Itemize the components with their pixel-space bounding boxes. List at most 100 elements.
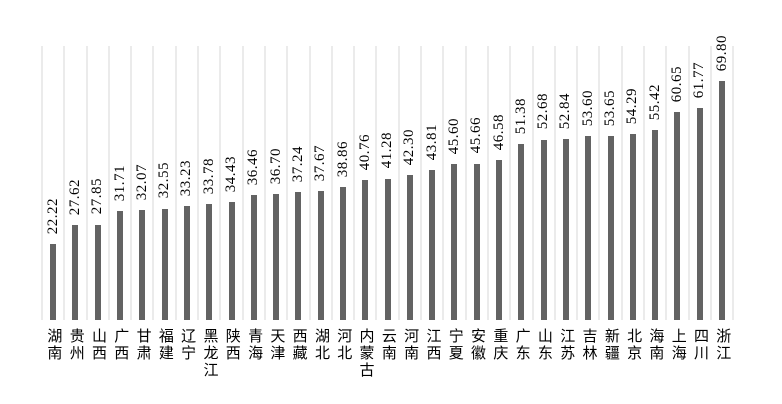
bar-slot: 31.71 广西 xyxy=(107,46,130,362)
bar-slot: 61.77 四川 xyxy=(687,46,710,362)
x-axis-label: 北京 xyxy=(625,328,642,362)
bar-value-label: 38.86 xyxy=(334,140,351,177)
bar xyxy=(406,175,413,320)
bar-value-label-anchor: 61.77 xyxy=(690,62,710,98)
bar xyxy=(228,202,235,320)
bar xyxy=(295,192,302,320)
bar-value-label-anchor: 32.07 xyxy=(132,164,152,200)
bar-value-label-anchor: 22.22 xyxy=(43,198,63,234)
bar-value-label-anchor: 37.24 xyxy=(288,146,308,182)
bar xyxy=(139,210,146,320)
bar-slot: 55.42 海南 xyxy=(643,46,665,362)
bar-value-label-anchor: 45.66 xyxy=(467,117,487,153)
bar-value-label-anchor: 53.65 xyxy=(600,90,620,126)
bar-slot: 41.28 云南 xyxy=(375,46,397,362)
bar xyxy=(317,190,324,320)
x-axis-label: 宁夏 xyxy=(446,328,463,362)
x-axis-label: 浙江 xyxy=(714,328,731,362)
bar-slot: 43.81 江西 xyxy=(420,46,442,362)
bar xyxy=(273,194,280,320)
bar-value-label-anchor: 32.55 xyxy=(154,162,174,198)
bar-slot: 40.76 内蒙古 xyxy=(353,46,375,379)
bar-value-label: 53.65 xyxy=(602,90,619,127)
bar-value-label-anchor: 33.78 xyxy=(199,158,219,194)
x-axis-label: 山东 xyxy=(535,328,552,362)
bar-value-label: 61.77 xyxy=(691,62,708,99)
bar xyxy=(674,112,681,320)
bar-value-label-anchor: 52.84 xyxy=(556,93,576,129)
bar-slot: 38.86 河北 xyxy=(330,46,353,362)
x-axis-label: 云南 xyxy=(379,328,396,362)
bar-value-label-anchor: 31.71 xyxy=(110,165,130,201)
bar-value-label-anchor: 55.42 xyxy=(645,84,665,120)
bar xyxy=(496,160,503,320)
bar-value-label: 33.23 xyxy=(178,159,195,197)
bar-value-label: 45.66 xyxy=(468,117,485,154)
bar-value-label-anchor: 27.85 xyxy=(88,178,108,214)
bar xyxy=(50,243,57,320)
bar-slot: 27.85 山西 xyxy=(85,46,108,362)
bar-slot: 36.70 天津 xyxy=(263,46,286,362)
bar xyxy=(362,180,369,320)
x-axis-label: 西藏 xyxy=(290,328,307,362)
bar-slot: 22.22 湖南 xyxy=(41,46,63,362)
bar-value-label: 32.07 xyxy=(133,163,150,201)
bar-slot: 69.80 浙江 xyxy=(709,35,732,362)
x-axis-label: 海南 xyxy=(647,328,664,362)
bar-value-label: 36.46 xyxy=(245,148,262,186)
x-axis-label: 贵州 xyxy=(67,328,84,362)
bar-slot: 27.62 贵州 xyxy=(63,46,85,362)
bar xyxy=(429,169,436,320)
x-axis-label: 四川 xyxy=(692,328,708,362)
x-axis-label: 河北 xyxy=(335,328,352,362)
x-axis-label: 内蒙古 xyxy=(357,328,374,379)
bar-value-label-anchor: 40.76 xyxy=(355,134,375,170)
bar-slot: 45.66 安徽 xyxy=(464,46,487,362)
x-axis-label: 河南 xyxy=(402,328,419,362)
bar-slot: 37.67 湖北 xyxy=(308,46,331,362)
bar-value-label: 36.70 xyxy=(267,148,284,185)
bar-value-label-anchor: 37.67 xyxy=(311,145,331,181)
bar-value-label: 52.84 xyxy=(557,92,574,130)
x-axis-label: 福建 xyxy=(156,328,173,362)
bar-slot: 36.46 青海 xyxy=(241,46,264,362)
x-axis-label: 重庆 xyxy=(491,328,508,362)
bar xyxy=(183,206,190,320)
bar xyxy=(473,163,480,320)
bar-value-label: 34.43 xyxy=(223,155,240,193)
bar xyxy=(72,225,79,320)
x-axis-label: 安徽 xyxy=(469,328,486,362)
bar-slot: 33.23 辽宁 xyxy=(174,46,197,362)
bar-value-label: 31.71 xyxy=(111,165,128,202)
bar-value-label-anchor: 60.65 xyxy=(667,66,687,102)
bar-value-label-anchor: 51.38 xyxy=(511,98,531,134)
bar-value-label-anchor: 54.29 xyxy=(623,88,643,124)
bar xyxy=(161,208,168,320)
x-axis-label: 上海 xyxy=(669,328,686,362)
x-axis-label: 湖南 xyxy=(45,328,62,362)
bar-value-label-anchor: 69.80 xyxy=(712,35,732,71)
bar-slot: 51.38 广东 xyxy=(509,46,531,362)
bar-slot: 53.60 吉林 xyxy=(576,46,598,362)
bar-value-label: 46.58 xyxy=(490,114,507,151)
bar-value-label-anchor: 36.70 xyxy=(266,148,286,184)
bar xyxy=(696,108,703,320)
bar-value-label-anchor: 36.46 xyxy=(244,149,264,185)
bar-slot: 45.60 宁夏 xyxy=(442,46,464,362)
bar-value-label: 45.60 xyxy=(445,117,462,154)
bar-slot: 42.30 河南 xyxy=(397,46,420,362)
x-axis-label: 黑龙江 xyxy=(201,328,218,379)
bar-value-label: 33.78 xyxy=(200,158,217,195)
bar-value-label: 37.24 xyxy=(289,146,306,183)
bar-value-label: 27.62 xyxy=(66,179,83,216)
bar-slot: 52.84 江苏 xyxy=(553,46,576,362)
bar-value-label-anchor: 38.86 xyxy=(333,141,353,177)
x-axis-label: 辽宁 xyxy=(179,328,196,362)
bar xyxy=(719,80,726,320)
bar xyxy=(518,144,525,320)
bar xyxy=(652,130,659,320)
bar-slot: 32.55 福建 xyxy=(152,46,174,362)
bar-slot: 54.29 北京 xyxy=(620,46,643,362)
bar-value-label-anchor: 27.62 xyxy=(65,179,85,215)
bar-value-label-anchor: 46.58 xyxy=(489,114,509,150)
